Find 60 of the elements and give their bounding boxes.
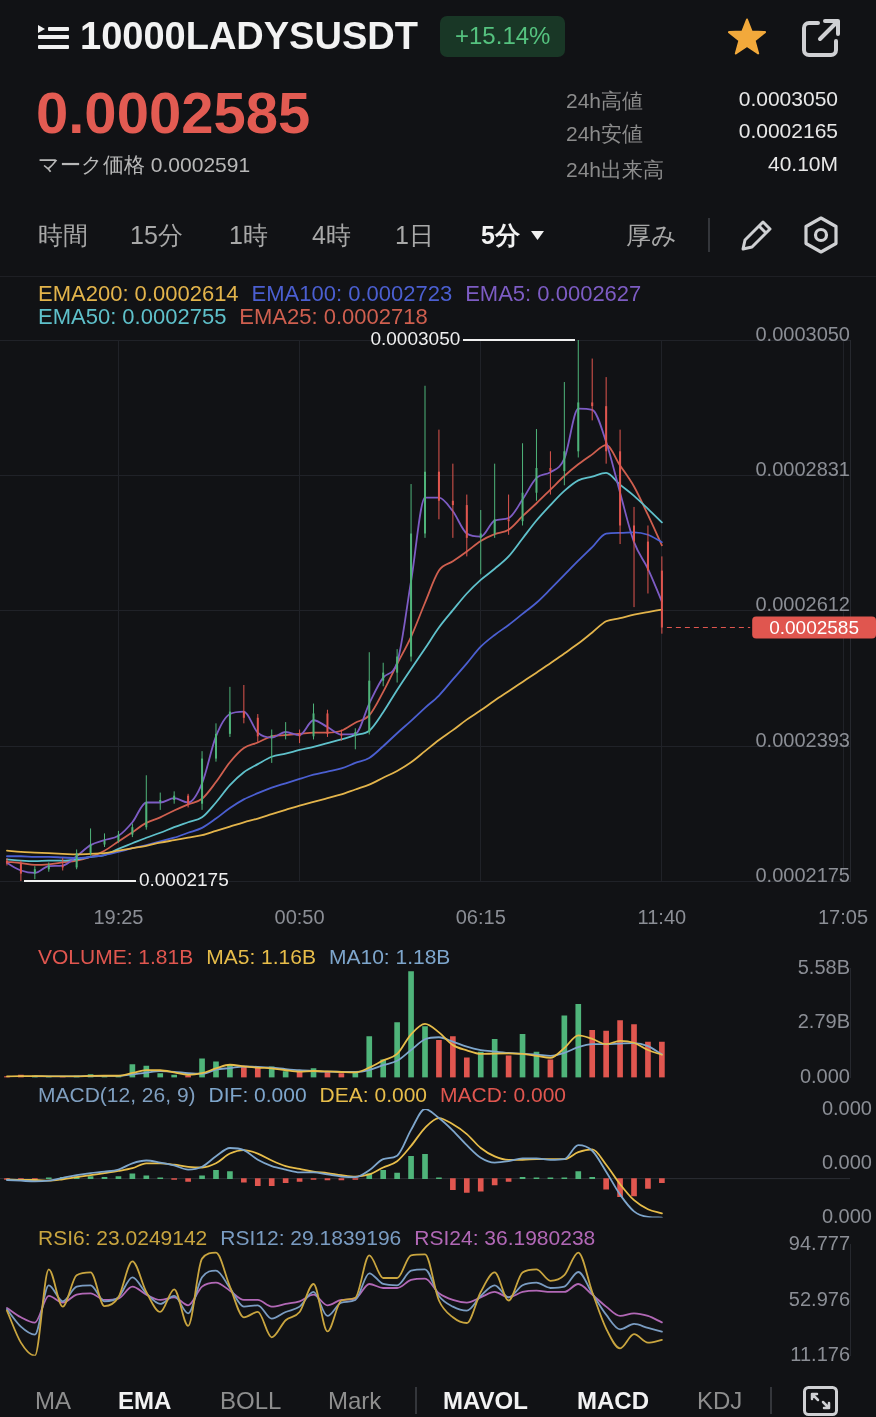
- text: MACD: 0.000: [440, 1082, 567, 1106]
- text: EMA200: 0.0002614: [38, 281, 239, 307]
- x-tick-label: 06:15: [455, 905, 506, 928]
- text: EMA100: 0.0002723: [251, 281, 453, 307]
- x-tick-label: 17:05: [818, 905, 869, 928]
- text: MAVOL: [443, 1386, 528, 1416]
- annotation: 0.0003050: [370, 328, 461, 350]
- chart-title: MACD(12, 26, 9): [38, 1082, 196, 1106]
- ref-line-label: 0.0002585: [769, 616, 860, 638]
- text: +15.14%: [455, 21, 551, 51]
- y-tick-label: 0.0002175: [755, 863, 850, 886]
- text: EMA25: 0.0002718: [239, 304, 428, 330]
- text: 時間: [38, 220, 88, 250]
- text: EMA50: 0.0002755: [38, 304, 227, 330]
- y-tick-label: 5.58B: [797, 955, 850, 978]
- series-label: RSI24: 36.1980238: [414, 1225, 596, 1249]
- text: MA: [35, 1386, 71, 1416]
- text: MA10: 1.18B: [328, 944, 451, 968]
- annotation: 0.000: [821, 1205, 872, 1228]
- text: 40.10M: [767, 151, 838, 177]
- text: 厚み: [626, 220, 677, 250]
- y-tick-label: 94.777: [788, 1231, 850, 1254]
- text: 5分: [481, 220, 520, 250]
- series-label: RSI12: 29.1839196: [220, 1225, 402, 1249]
- text: 1日: [395, 220, 434, 250]
- y-tick-label: 0.0002393: [755, 728, 850, 751]
- text: BOLL: [220, 1386, 282, 1416]
- text: 24h高値: [566, 88, 644, 114]
- text: 10000LADYSUSDT: [80, 14, 418, 60]
- text: DIF: 0.000: [208, 1082, 307, 1106]
- text: MA5: 1.16B: [206, 944, 316, 968]
- x-tick-label: 11:40: [637, 905, 687, 928]
- text: EMA: [118, 1386, 172, 1416]
- text: 24h出来高: [566, 157, 665, 183]
- y-tick-label: 0.0002612: [755, 593, 850, 616]
- annotation: 0.000: [821, 1150, 872, 1173]
- text: 1時: [229, 220, 268, 250]
- text: KDJ: [697, 1386, 743, 1416]
- y-tick-label: 0.0003050: [755, 322, 850, 345]
- annotation: 0.000: [821, 1096, 872, 1119]
- text: 4時: [312, 220, 351, 250]
- y-tick-label: 52.976: [788, 1287, 850, 1310]
- series-label: DEA: 0.000: [319, 1082, 428, 1106]
- y-tick-label: 0.0002831: [755, 457, 850, 480]
- y-tick-label: 2.79B: [797, 1010, 850, 1033]
- text: 15分: [130, 220, 183, 250]
- annotation: 0.0002175: [138, 869, 229, 891]
- text: VOLUME: 1.81B: [38, 944, 194, 968]
- text: EMA5: 0.0002627: [465, 281, 642, 307]
- text: 0.0002165: [738, 118, 838, 144]
- text: マーク価格 0.0002591: [38, 152, 251, 178]
- text: 24h安値: [566, 121, 644, 147]
- y-tick-label: 0.000: [799, 1065, 850, 1088]
- text: 0.0002585: [36, 79, 311, 148]
- x-tick-label: 00:50: [274, 905, 325, 928]
- text: MACD: [577, 1386, 649, 1416]
- y-tick-label: 11.176: [790, 1343, 850, 1366]
- series-label: RSI6: 23.0249142: [38, 1225, 208, 1249]
- text: Mark: [328, 1386, 382, 1416]
- x-tick-label: 19:25: [93, 905, 144, 928]
